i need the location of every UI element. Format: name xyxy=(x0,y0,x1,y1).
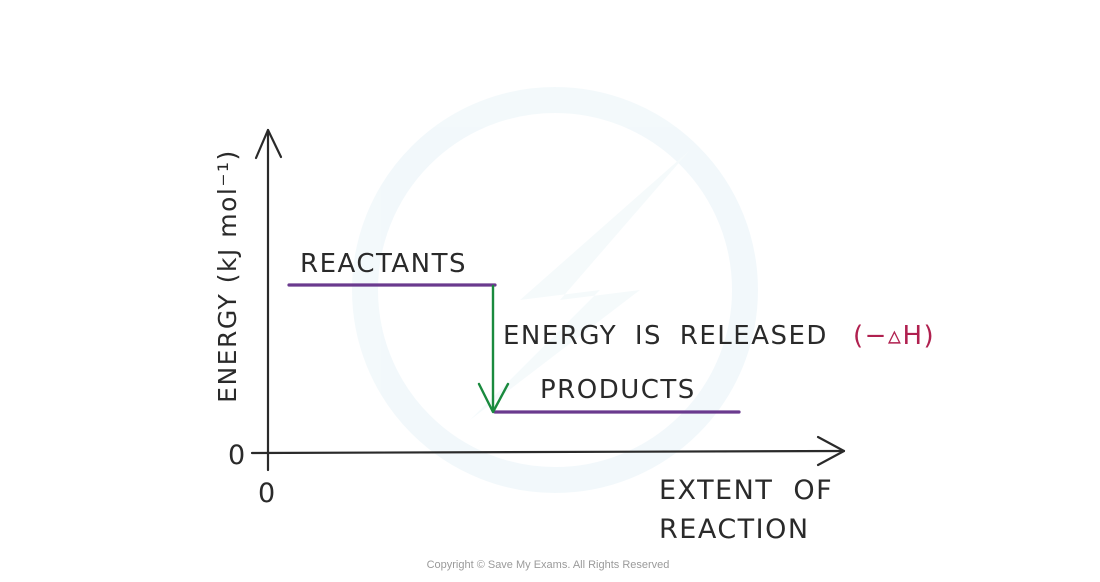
watermark-logo xyxy=(352,87,758,493)
y-axis-arrowhead xyxy=(254,128,283,160)
products-label: PRODUCTS xyxy=(540,375,696,405)
copyright-notice: Copyright © Save My Exams. All Rights Re… xyxy=(427,559,670,571)
x-axis-arrowhead xyxy=(816,435,846,467)
delta-h-label: (−▵H) xyxy=(853,321,935,351)
x-origin-label: 0 xyxy=(258,478,277,509)
energy-released-label: ENERGY IS RELEASED xyxy=(503,321,828,351)
y-origin-label: 0 xyxy=(228,440,247,471)
y-axis-label: ENERGY (kJ mol⁻¹) xyxy=(213,149,242,403)
x-axis-label-line1: EXTENT OF xyxy=(659,475,833,506)
x-axis-label-line2: REACTION xyxy=(659,514,810,545)
x-axis xyxy=(250,449,846,455)
reactants-label: REACTANTS xyxy=(300,249,467,279)
energy-released-arrow xyxy=(477,284,510,414)
axes xyxy=(250,128,846,472)
